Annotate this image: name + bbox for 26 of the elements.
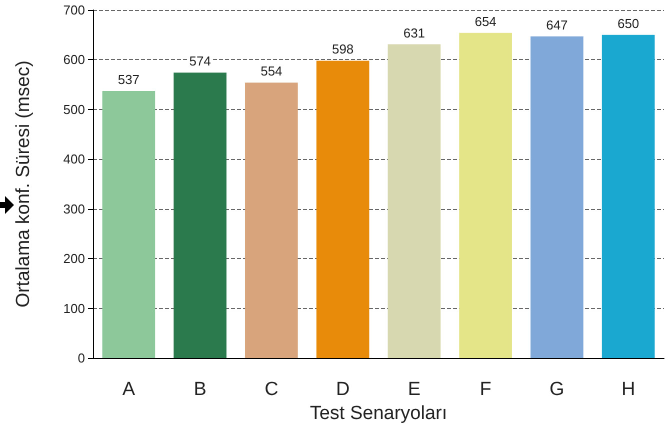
x-tick-label: A (122, 379, 136, 400)
x-tick-label: H (621, 379, 636, 400)
data-label: 654 (474, 14, 496, 29)
y-tick-label: 400 (63, 152, 85, 167)
data-label: 631 (403, 25, 426, 40)
y-tick-label: 500 (63, 102, 85, 117)
x-tick-label: B (194, 379, 206, 400)
y-tick-label: 600 (63, 52, 85, 68)
x-axis-title: Test Senaryoları (310, 403, 448, 424)
data-label: 598 (332, 42, 354, 57)
y-axis-title: Ortalama konf. Süresi (msec) (13, 60, 34, 308)
data-label: 650 (617, 16, 640, 31)
y-tick-label: 300 (63, 201, 85, 216)
x-tick-label: D (336, 379, 350, 400)
data-label: 574 (189, 54, 211, 69)
x-tick-label: E (408, 379, 421, 400)
y-tick-label: 100 (63, 300, 85, 316)
x-tick-label: G (550, 379, 564, 400)
y-tick-label: 0 (78, 350, 85, 366)
x-tick-label: F (480, 379, 492, 400)
y-tick-label: 700 (63, 2, 85, 18)
data-label: 647 (546, 17, 568, 32)
data-label: 537 (118, 72, 140, 88)
data-label: 554 (260, 64, 282, 79)
x-tick-label: C (264, 379, 278, 400)
y-tick-label: 200 (63, 251, 85, 266)
